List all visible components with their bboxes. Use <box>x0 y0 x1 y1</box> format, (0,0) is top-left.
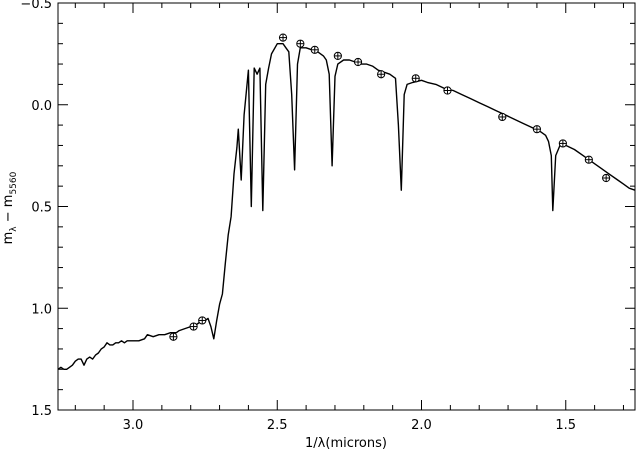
model-spectrum-line <box>57 43 636 370</box>
photometry-point <box>558 139 567 148</box>
photometry-point <box>198 316 207 325</box>
photometry-point <box>310 45 319 54</box>
photometry-point <box>278 33 288 42</box>
photometry-point <box>353 57 363 67</box>
photometry-point <box>296 39 305 48</box>
y-axis-label-sep: − m <box>1 195 16 227</box>
axis-ticks <box>58 2 635 411</box>
y-axis-label-main: m <box>1 232 16 245</box>
photometry-point <box>169 332 178 341</box>
y-tick-label: 0.0 <box>31 99 52 114</box>
photometry-point <box>498 112 507 122</box>
photometry-point <box>377 70 386 79</box>
photometry-point <box>532 125 542 134</box>
photometry-point <box>584 155 593 164</box>
x-tick-label: 2.0 <box>411 418 432 433</box>
photometry-point <box>443 86 452 95</box>
y-axis-label-ref-sub: 5560 <box>9 171 19 194</box>
y-tick-label: 0.5 <box>31 201 52 216</box>
photometry-point <box>411 74 420 83</box>
x-axis-label: 1/λ(microns) <box>305 436 387 451</box>
plot-frame <box>57 2 636 411</box>
tick-labels: 3.0 2.5 2.0 1.5 −0.5 0.0 0.5 1.0 1.5 <box>20 0 576 433</box>
photometry-point <box>189 322 198 331</box>
x-tick-label: 3.0 <box>123 418 144 433</box>
y-tick-label: 1.0 <box>31 302 52 317</box>
plot-area-border <box>57 2 636 411</box>
marker-layer <box>169 33 611 341</box>
y-tick-label: 1.5 <box>31 404 52 419</box>
photometry-point <box>333 51 342 61</box>
y-tick-label: −0.5 <box>20 0 52 12</box>
series-layer <box>57 43 636 370</box>
y-axis-label-main-sub: λ <box>9 226 19 232</box>
x-tick-label: 2.5 <box>267 418 288 433</box>
y-axis-label: mλ − m5560 <box>1 171 19 244</box>
photometry-point <box>602 173 611 183</box>
x-tick-label: 1.5 <box>555 418 576 433</box>
